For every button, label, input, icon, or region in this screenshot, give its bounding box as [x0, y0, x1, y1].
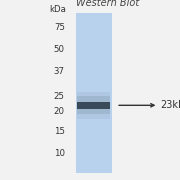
Bar — [76, 13, 112, 173]
Text: 23kDa: 23kDa — [160, 100, 180, 110]
Text: Western Blot: Western Blot — [76, 0, 140, 8]
Text: 50: 50 — [54, 45, 65, 54]
Text: 37: 37 — [54, 68, 65, 76]
Text: 25: 25 — [54, 92, 65, 101]
Text: kDa: kDa — [50, 4, 67, 14]
Text: 15: 15 — [54, 127, 65, 136]
Text: 10: 10 — [54, 149, 65, 158]
Bar — [77, 92, 110, 119]
Text: 20: 20 — [54, 107, 65, 116]
Text: 75: 75 — [54, 23, 65, 32]
Bar — [77, 96, 110, 114]
Bar — [77, 102, 110, 109]
